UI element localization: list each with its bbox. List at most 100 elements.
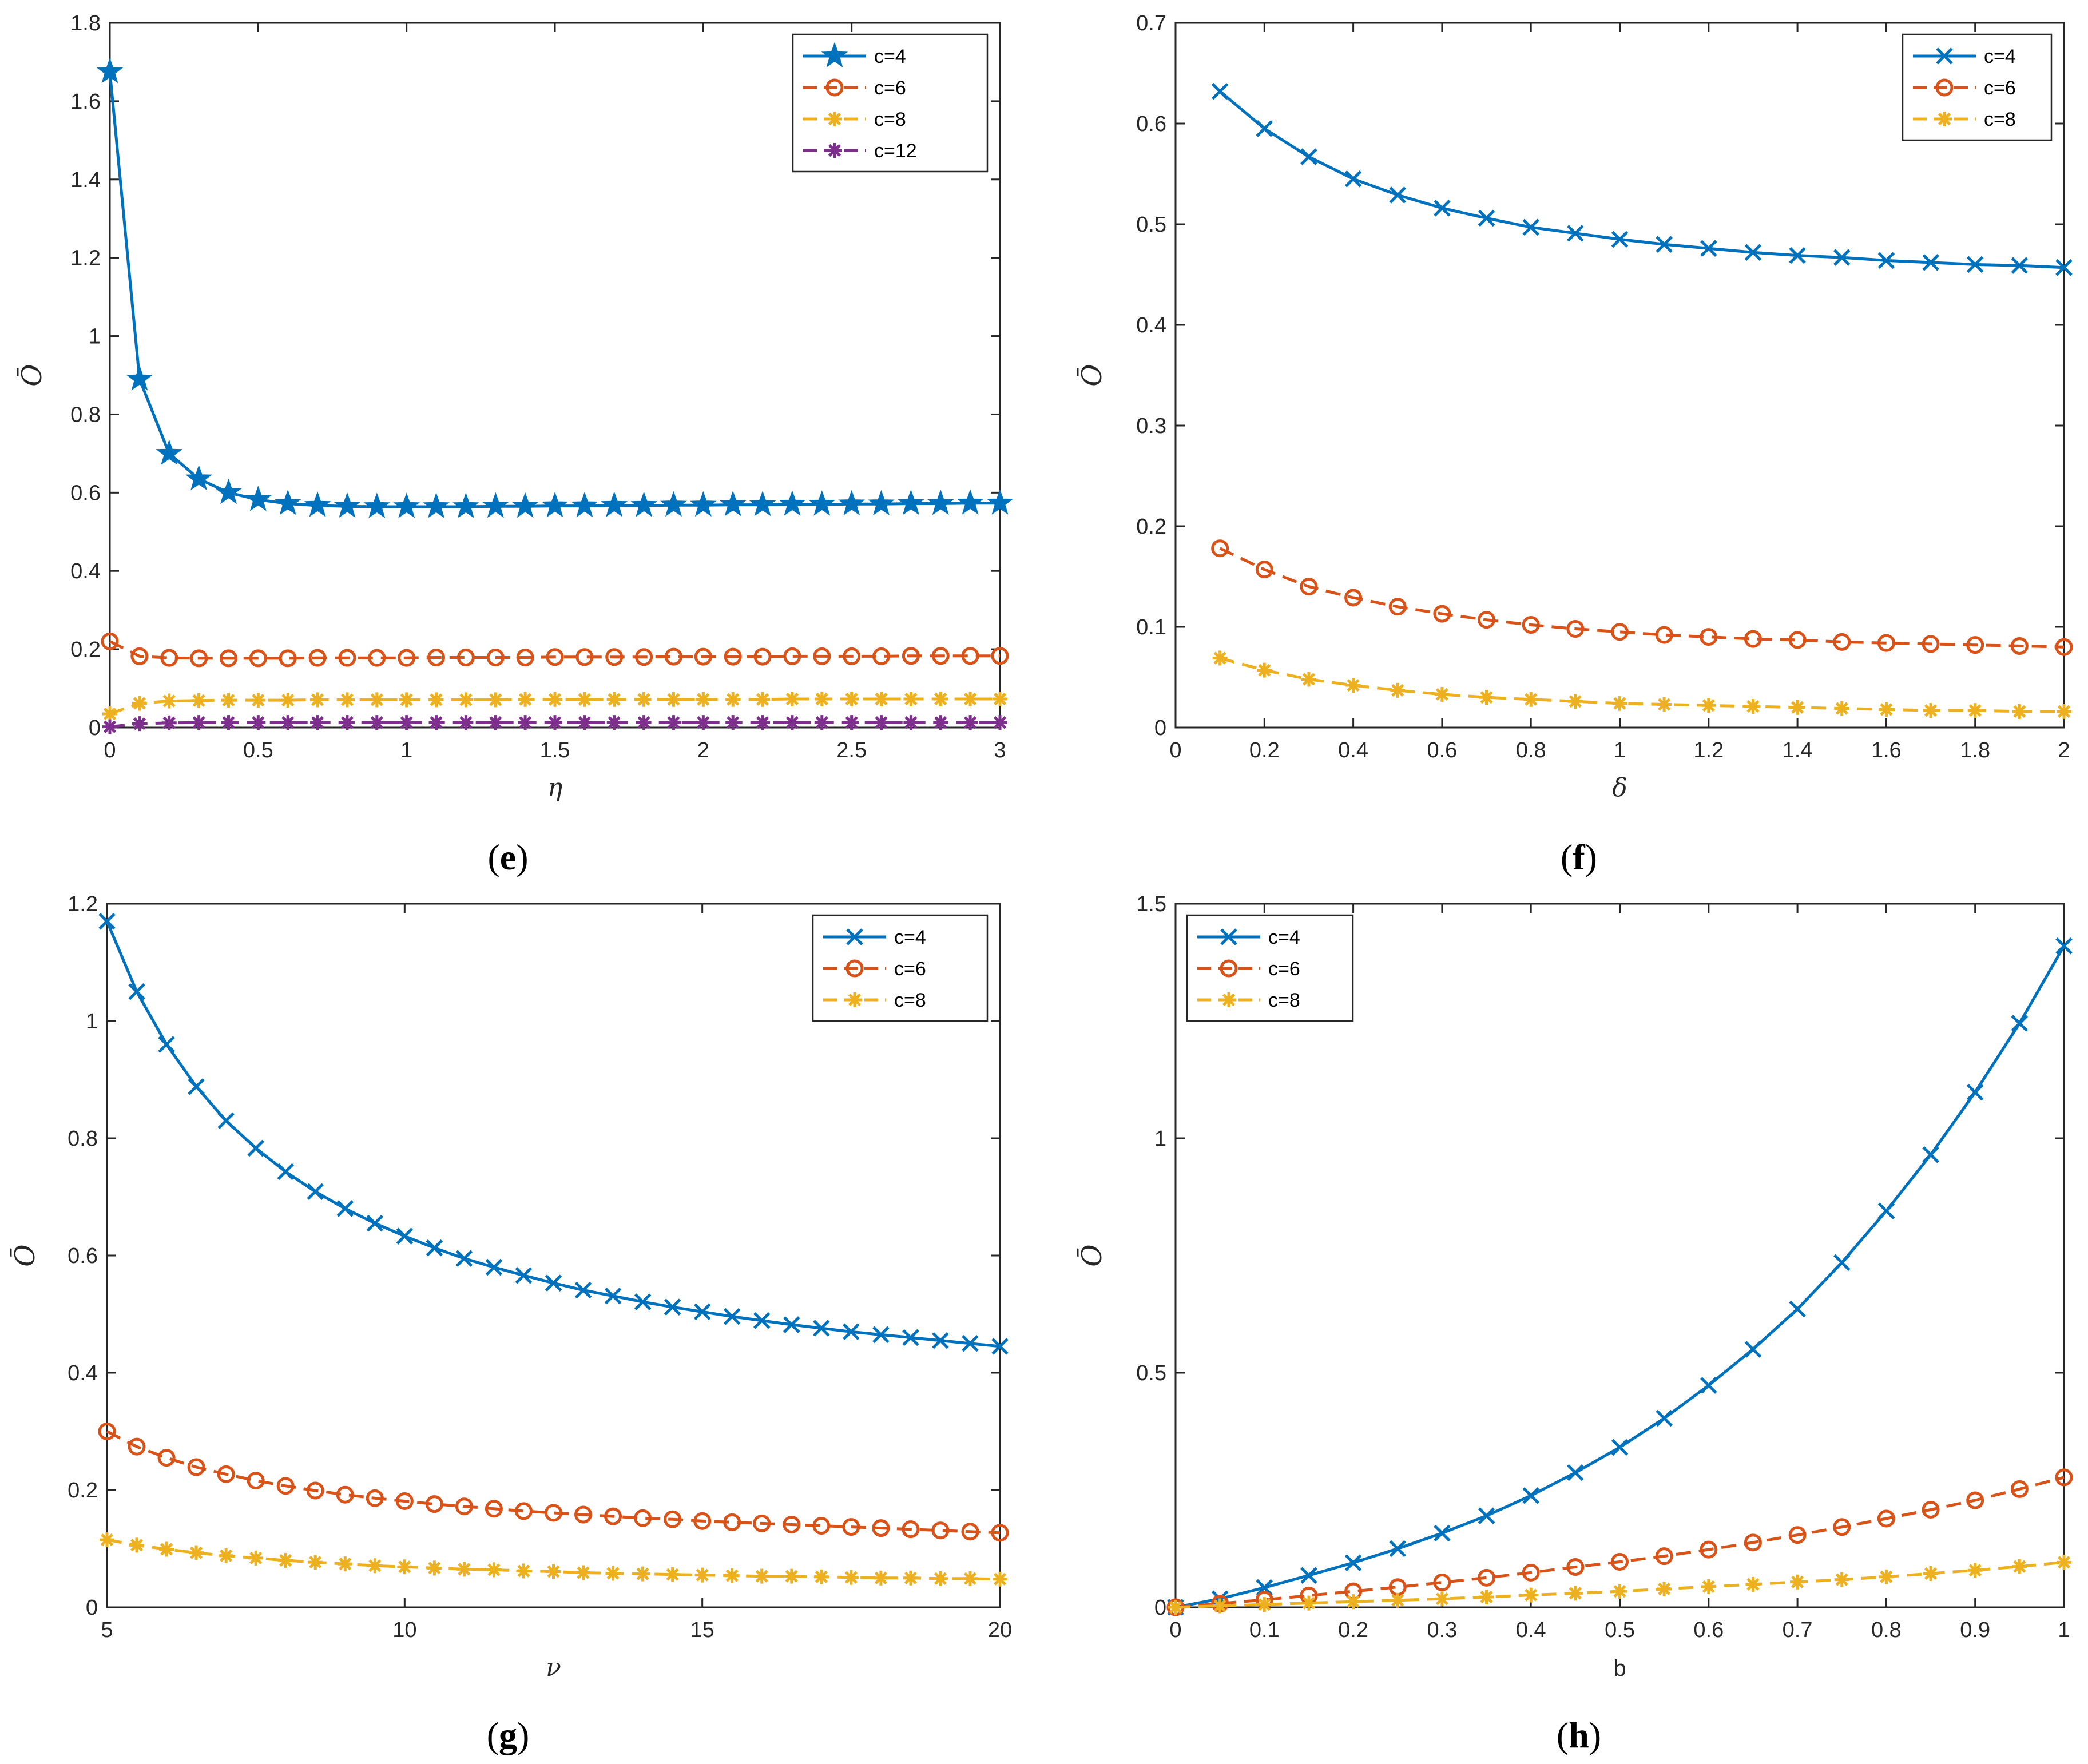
data-point <box>754 1568 769 1584</box>
data-point <box>518 692 533 707</box>
data-point <box>993 715 1007 730</box>
legend-label-c=8: c=8 <box>1268 990 1300 1011</box>
chart-panel-g: 5 10 15 20 0 0.2 0.4 0.6 0.8 1 1.2 ν Ōc=4 c=6 c=8 (g) <box>9 892 1012 1755</box>
data-point <box>784 1568 799 1584</box>
data-point <box>398 649 416 667</box>
y-tick-label: 0.5 <box>1136 213 1166 237</box>
data-point <box>187 1458 205 1476</box>
data-point <box>161 715 177 730</box>
x-tick-label: 1.8 <box>1960 738 1990 762</box>
data-point <box>1301 1595 1316 1611</box>
data-point <box>844 715 859 730</box>
data-point <box>1966 1491 1984 1509</box>
data-point <box>304 491 331 517</box>
data-point <box>423 492 450 518</box>
data-point <box>666 692 681 707</box>
data-point <box>808 490 836 516</box>
data-point <box>1833 633 1851 651</box>
data-point <box>248 1550 264 1566</box>
data-point <box>838 490 866 516</box>
data-point <box>1522 1563 1540 1582</box>
data-point <box>367 1558 383 1574</box>
data-point <box>1877 1202 1895 1219</box>
data-point <box>694 647 712 666</box>
data-point <box>102 706 117 722</box>
data-point <box>399 715 414 730</box>
data-point <box>102 719 117 734</box>
series-c=8 <box>102 692 1007 722</box>
data-point <box>334 492 361 518</box>
data-point <box>689 491 717 517</box>
data-point <box>547 715 562 730</box>
data-point <box>1922 635 1940 653</box>
chart-panel-h: 0 0.1 0.2 0.3 0.4 0.5 0.6 0.7 0.8 0.9 1 0 0.5 1 1.5 b Ōc… <box>1076 892 2073 1755</box>
data-point <box>931 1521 950 1540</box>
data-point <box>1790 700 1805 715</box>
data-point <box>932 1571 948 1586</box>
data-point <box>842 1518 860 1536</box>
data-point <box>604 1287 622 1305</box>
data-point <box>338 1556 353 1572</box>
data-point <box>1923 1566 1939 1581</box>
data-point <box>1877 1509 1895 1528</box>
panel-caption-e: (e) <box>487 837 528 877</box>
series-c=6 <box>98 1423 1009 1542</box>
data-point <box>1789 1300 1806 1318</box>
data-point <box>1877 634 1895 652</box>
x-tick-label: 0.7 <box>1783 1618 1813 1642</box>
data-point <box>2011 1015 2029 1032</box>
data-point <box>927 489 954 515</box>
data-point <box>664 647 682 666</box>
data-point <box>664 1298 681 1316</box>
data-point <box>1923 703 1939 718</box>
data-point <box>426 1239 443 1257</box>
x-axis-label: δ <box>1612 773 1627 802</box>
data-point <box>1611 623 1629 641</box>
legend-marker-c=8 <box>1221 992 1236 1007</box>
panel-caption-h: (h) <box>1557 1715 1601 1755</box>
legend: c=4 c=6 c=8 <box>812 914 989 1022</box>
data-point <box>518 715 533 730</box>
series-c=4 <box>96 58 1014 518</box>
x-tick-label: 1.5 <box>540 738 570 762</box>
legend-label-c=8: c=8 <box>874 109 906 130</box>
data-point <box>755 715 771 730</box>
y-tick-label: 0.2 <box>70 638 101 662</box>
data-point <box>545 1274 562 1292</box>
data-point <box>814 715 829 730</box>
data-point <box>456 1562 472 1577</box>
data-point <box>604 1507 622 1525</box>
data-point <box>428 715 444 730</box>
data-point <box>280 715 296 730</box>
data-point <box>660 491 687 517</box>
data-point <box>1567 694 1583 709</box>
data-point <box>1790 1574 1805 1590</box>
y-axis-label: Ō <box>9 1244 41 1266</box>
data-point <box>1433 605 1451 623</box>
data-point <box>902 1329 919 1346</box>
data-point <box>696 715 711 730</box>
y-tick-label: 0.6 <box>68 1244 98 1268</box>
data-point <box>1700 240 1717 257</box>
data-point <box>185 464 212 491</box>
data-point <box>1567 1464 1584 1481</box>
y-tick-label: 1.4 <box>70 168 101 192</box>
y-tick-label: 1 <box>89 325 101 349</box>
data-point <box>455 1497 473 1516</box>
legend: c=4 c=6 c=8 <box>1902 33 2053 141</box>
data-point <box>1612 1584 1627 1599</box>
data-point <box>126 365 153 391</box>
data-point <box>547 692 562 707</box>
series-c=4 <box>98 912 1009 1355</box>
data-point <box>1479 690 1494 705</box>
data-point <box>393 492 420 518</box>
data-point <box>1788 631 1807 649</box>
data-point <box>1522 218 1539 236</box>
y-tick-label: 1.8 <box>70 11 101 35</box>
data-point <box>630 491 657 517</box>
data-point <box>215 478 242 504</box>
data-point <box>1345 678 1361 693</box>
data-point <box>130 647 149 665</box>
data-point <box>427 1560 442 1576</box>
